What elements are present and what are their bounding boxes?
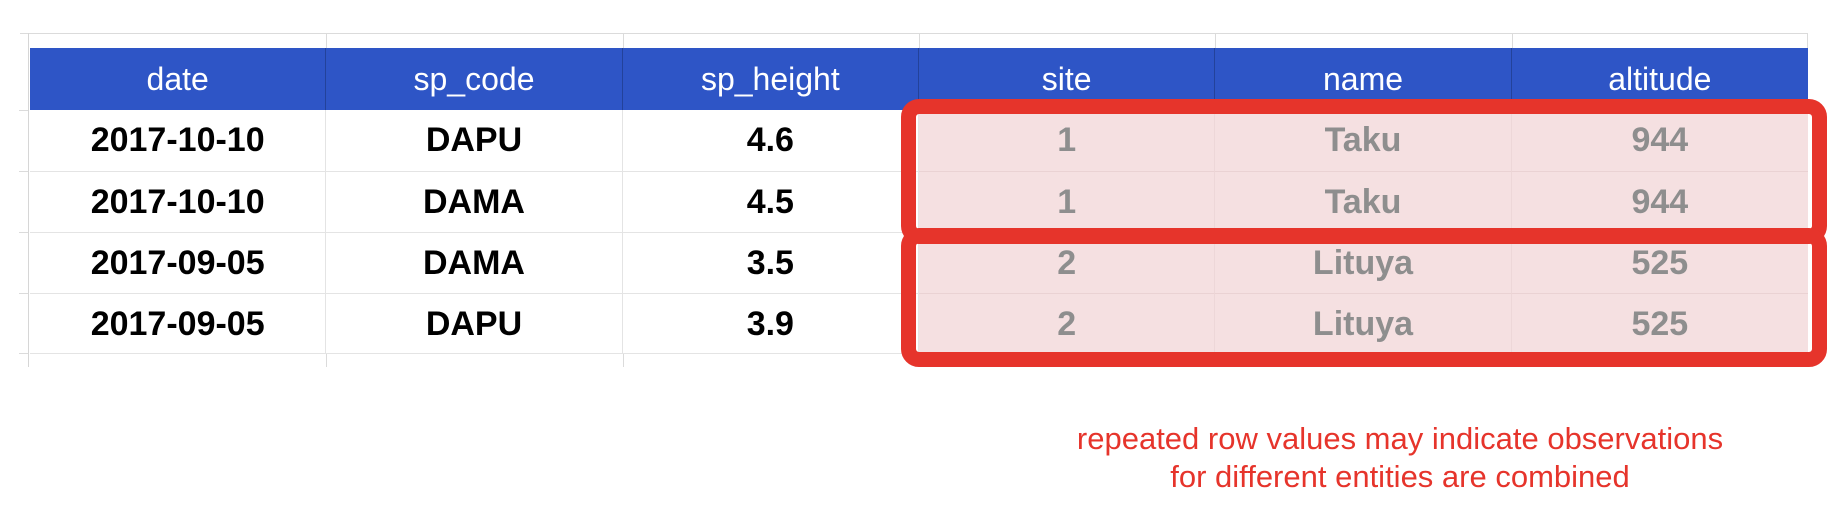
cell-row1-date[interactable]: 2017-10-10 (30, 110, 327, 171)
red-highlight-box-group-1 (901, 99, 1827, 244)
cell-row2-date[interactable]: 2017-10-10 (30, 171, 327, 232)
cell-row3-sp_code[interactable]: DAMA (326, 232, 623, 293)
gridline-gutter-vertical (28, 33, 29, 367)
gridline-tick (19, 110, 28, 111)
gridline-tick (19, 232, 28, 233)
gridline-tick (1512, 33, 1513, 48)
gridline-tick (19, 293, 28, 294)
column-header-sp_code[interactable]: sp_code (326, 48, 623, 110)
cell-row2-sp_code[interactable]: DAMA (326, 171, 623, 232)
column-header-date[interactable]: date (30, 48, 327, 110)
annotation-line-1: repeated row values may indicate observa… (1076, 421, 1724, 456)
spreadsheet-table: date sp_code sp_height site name altitude 2017… (30, 48, 1808, 354)
cell-row1-name[interactable]: Taku (1215, 110, 1512, 171)
annotation-text: repeated row values may indicate observa… (895, 420, 1836, 496)
red-highlight-box-group-2 (901, 228, 1827, 367)
gridline-tick (326, 33, 327, 48)
cell-row3-sp_height[interactable]: 3.5 (622, 232, 919, 293)
gridline-top (20, 33, 1808, 34)
cell-row1-site[interactable]: 1 (919, 110, 1216, 171)
cell-row4-site[interactable]: 2 (919, 293, 1216, 354)
cell-row4-altitude[interactable]: 525 (1511, 293, 1808, 354)
gridline-tick (919, 33, 920, 48)
gridline-tick (326, 353, 327, 367)
cell-row3-date[interactable]: 2017-09-05 (30, 232, 327, 293)
annotation-line-2: for different entities are combined (1170, 459, 1630, 494)
cell-row2-sp_height[interactable]: 4.5 (622, 171, 919, 232)
gridline-tick (1807, 33, 1808, 48)
cell-row2-site[interactable]: 1 (919, 171, 1216, 232)
gridline-tick (1215, 33, 1216, 48)
cell-row4-sp_code[interactable]: DAPU (326, 293, 623, 354)
cell-row2-altitude[interactable]: 944 (1511, 171, 1808, 232)
column-header-sp_height[interactable]: sp_height (622, 48, 919, 110)
gridline-tick (623, 353, 624, 367)
cell-row1-altitude[interactable]: 944 (1511, 110, 1808, 171)
gridline-tick (19, 353, 28, 354)
gridline-tick (623, 33, 624, 48)
cell-row4-name[interactable]: Lituya (1215, 293, 1512, 354)
cell-row1-sp_code[interactable]: DAPU (326, 110, 623, 171)
cell-row4-date[interactable]: 2017-09-05 (30, 293, 327, 354)
gridline-tick (19, 171, 28, 172)
cell-row1-sp_height[interactable]: 4.6 (622, 110, 919, 171)
cell-row2-name[interactable]: Taku (1215, 171, 1512, 232)
cell-row4-sp_height[interactable]: 3.9 (622, 293, 919, 354)
